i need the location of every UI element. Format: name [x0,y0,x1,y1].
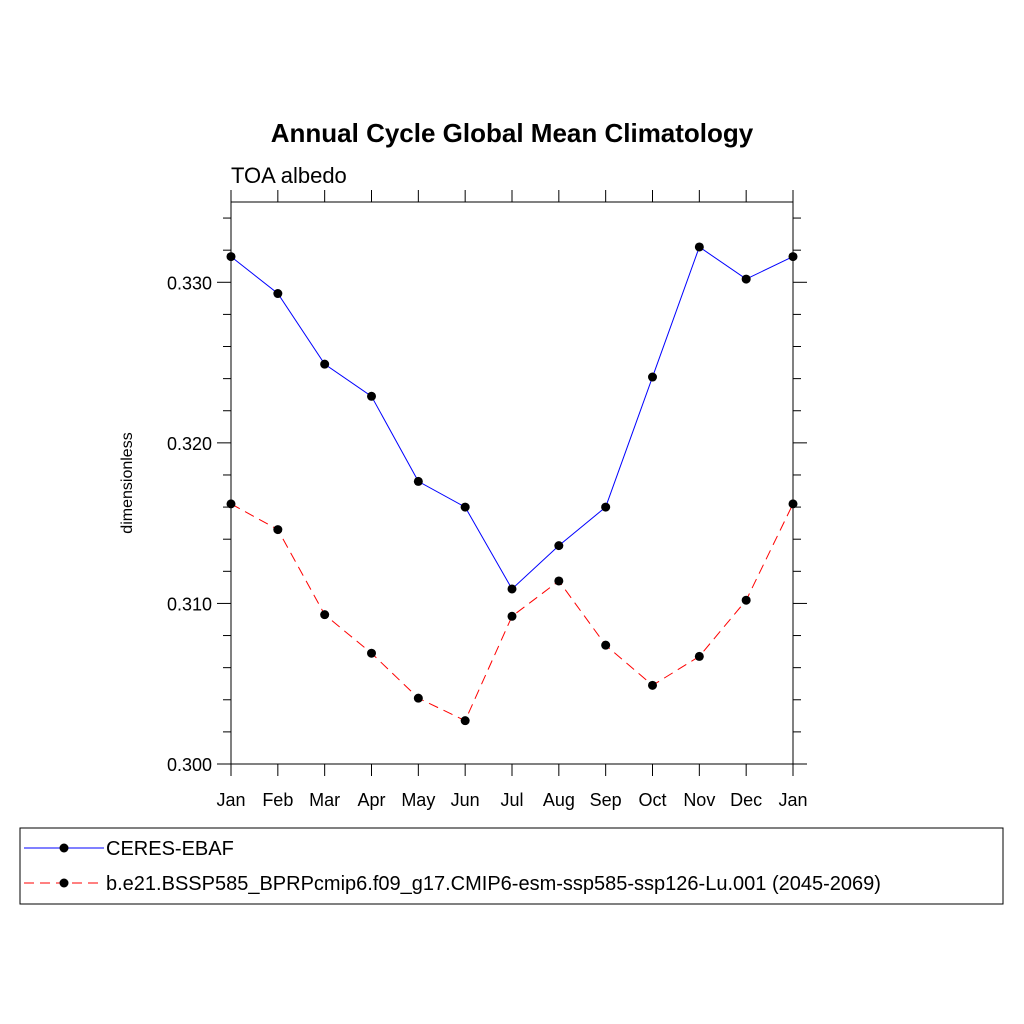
y-tick-label: 0.330 [167,273,212,293]
data-point [226,499,236,509]
data-point [460,502,470,512]
data-point [601,640,611,650]
chart-title: Annual Cycle Global Mean Climatology [271,118,754,148]
data-point [413,476,423,486]
data-point [694,242,704,252]
x-tick-label: Apr [357,790,385,810]
data-point [460,716,470,726]
data-point [601,502,611,512]
data-point [226,252,236,262]
x-tick-label: Nov [683,790,715,810]
x-tick-label: Jan [216,790,245,810]
x-tick-label: Mar [309,790,340,810]
legend-frame [19,827,1004,905]
data-point [741,595,751,605]
x-tick-label: Feb [262,790,293,810]
data-point [648,372,657,382]
data-point [648,680,657,690]
x-tick-label: May [401,790,435,810]
x-tick-label: Jan [778,790,807,810]
x-tick-label: Jun [451,790,480,810]
x-tick-label: Aug [543,790,575,810]
data-point [788,252,798,262]
data-point [788,499,798,509]
legend: CERES-EBAF b.e21.BSSP585_BPRPcmip6.f09_g… [19,827,1004,905]
legend-marker-model [59,878,69,888]
data-point [507,584,517,594]
data-point [507,611,517,621]
x-tick-label: Oct [638,790,666,810]
x-tick-label: Sep [590,790,622,810]
x-tick-label: Dec [730,790,762,810]
ticks-layer: Jan Feb Mar Apr May Jun Jul Aug Sep Oct Nov Dec Jan0… [167,190,808,810]
data-point [741,274,751,284]
data-point [367,391,376,401]
data-point [554,541,564,551]
y-tick-label: 0.320 [167,434,212,454]
series-layer [226,242,798,726]
series-line-0 [230,246,794,590]
data-point [413,693,423,703]
y-tick-label: 0.310 [167,594,212,614]
y-tick-label: 0.300 [167,755,212,775]
data-point [320,610,330,620]
data-point [273,289,283,299]
plot-frame [230,201,794,765]
data-point [320,359,330,369]
data-point [273,525,283,535]
data-point [367,648,376,658]
y-axis-label: dimensionless [119,432,136,533]
legend-marker-ceres [59,843,69,853]
legend-label-ceres: CERES-EBAF [106,838,234,860]
legend-label-model: b.e21.BSSP585_BPRPcmip6.f09_g17.CMIP6-es… [106,873,881,895]
data-point [694,651,704,661]
data-point [554,576,564,586]
chart-subtitle: TOA albedo [231,163,347,188]
x-tick-label: Jul [500,790,523,810]
